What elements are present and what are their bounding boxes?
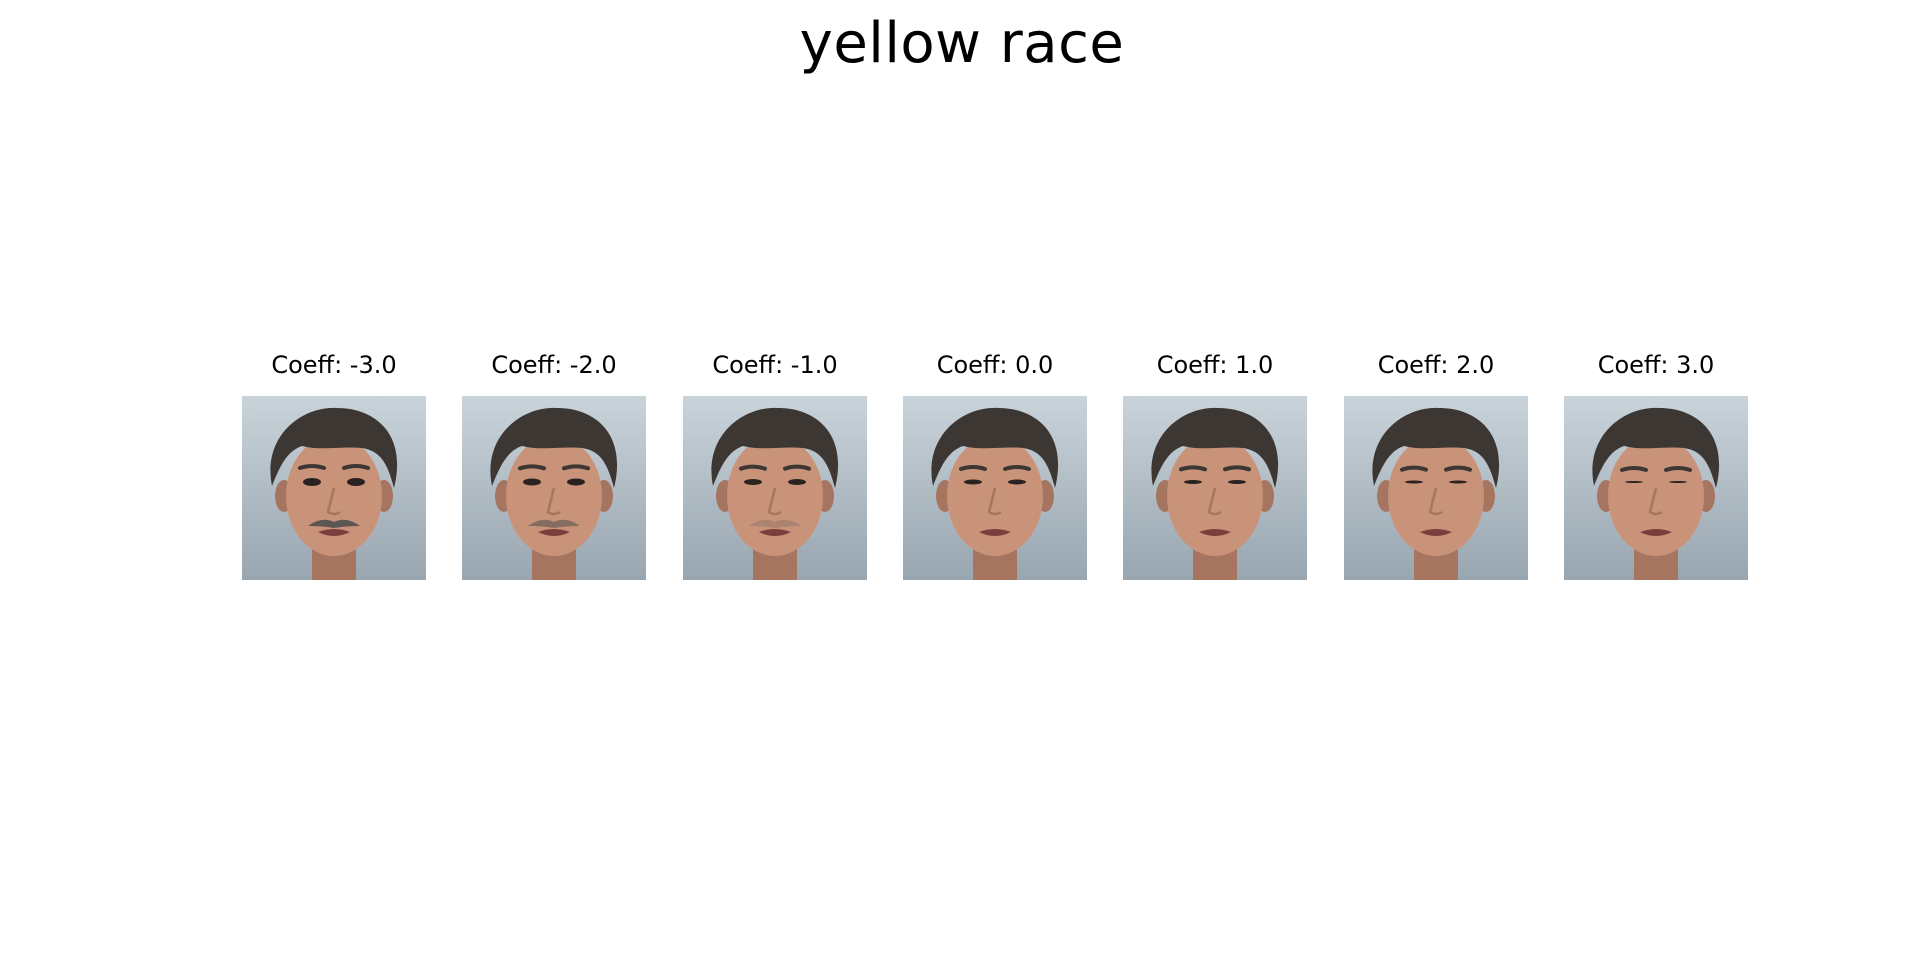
face-panel: Coeff: 2.0 bbox=[1344, 348, 1528, 580]
panel-coeff-label: Coeff: 3.0 bbox=[1597, 351, 1715, 379]
panel-coeff-label: Coeff: 2.0 bbox=[1377, 351, 1495, 379]
face-image bbox=[1344, 396, 1528, 580]
face-panel: Coeff: 3.0 bbox=[1564, 348, 1748, 580]
face-image bbox=[242, 396, 426, 580]
panel-coeff-label: Coeff: -2.0 bbox=[491, 351, 617, 379]
face-panel: Coeff: 0.0 bbox=[903, 348, 1087, 580]
face-image bbox=[1123, 396, 1307, 580]
panel-coeff-label: Coeff: -3.0 bbox=[271, 351, 397, 379]
panel-coeff-label: Coeff: 0.0 bbox=[936, 351, 1054, 379]
panel-coeff-label: Coeff: -1.0 bbox=[712, 351, 838, 379]
face-image bbox=[1564, 396, 1748, 580]
face-image bbox=[462, 396, 646, 580]
face-panel: Coeff: -1.0 bbox=[683, 348, 867, 580]
panel-coeff-label: Coeff: 1.0 bbox=[1156, 351, 1274, 379]
face-panel: Coeff: -2.0 bbox=[462, 348, 646, 580]
face-panel: Coeff: 1.0 bbox=[1123, 348, 1307, 580]
face-image bbox=[683, 396, 867, 580]
figure-title: yellow race bbox=[799, 11, 1125, 76]
face-panel: Coeff: -3.0 bbox=[242, 348, 426, 580]
face-image bbox=[903, 396, 1087, 580]
